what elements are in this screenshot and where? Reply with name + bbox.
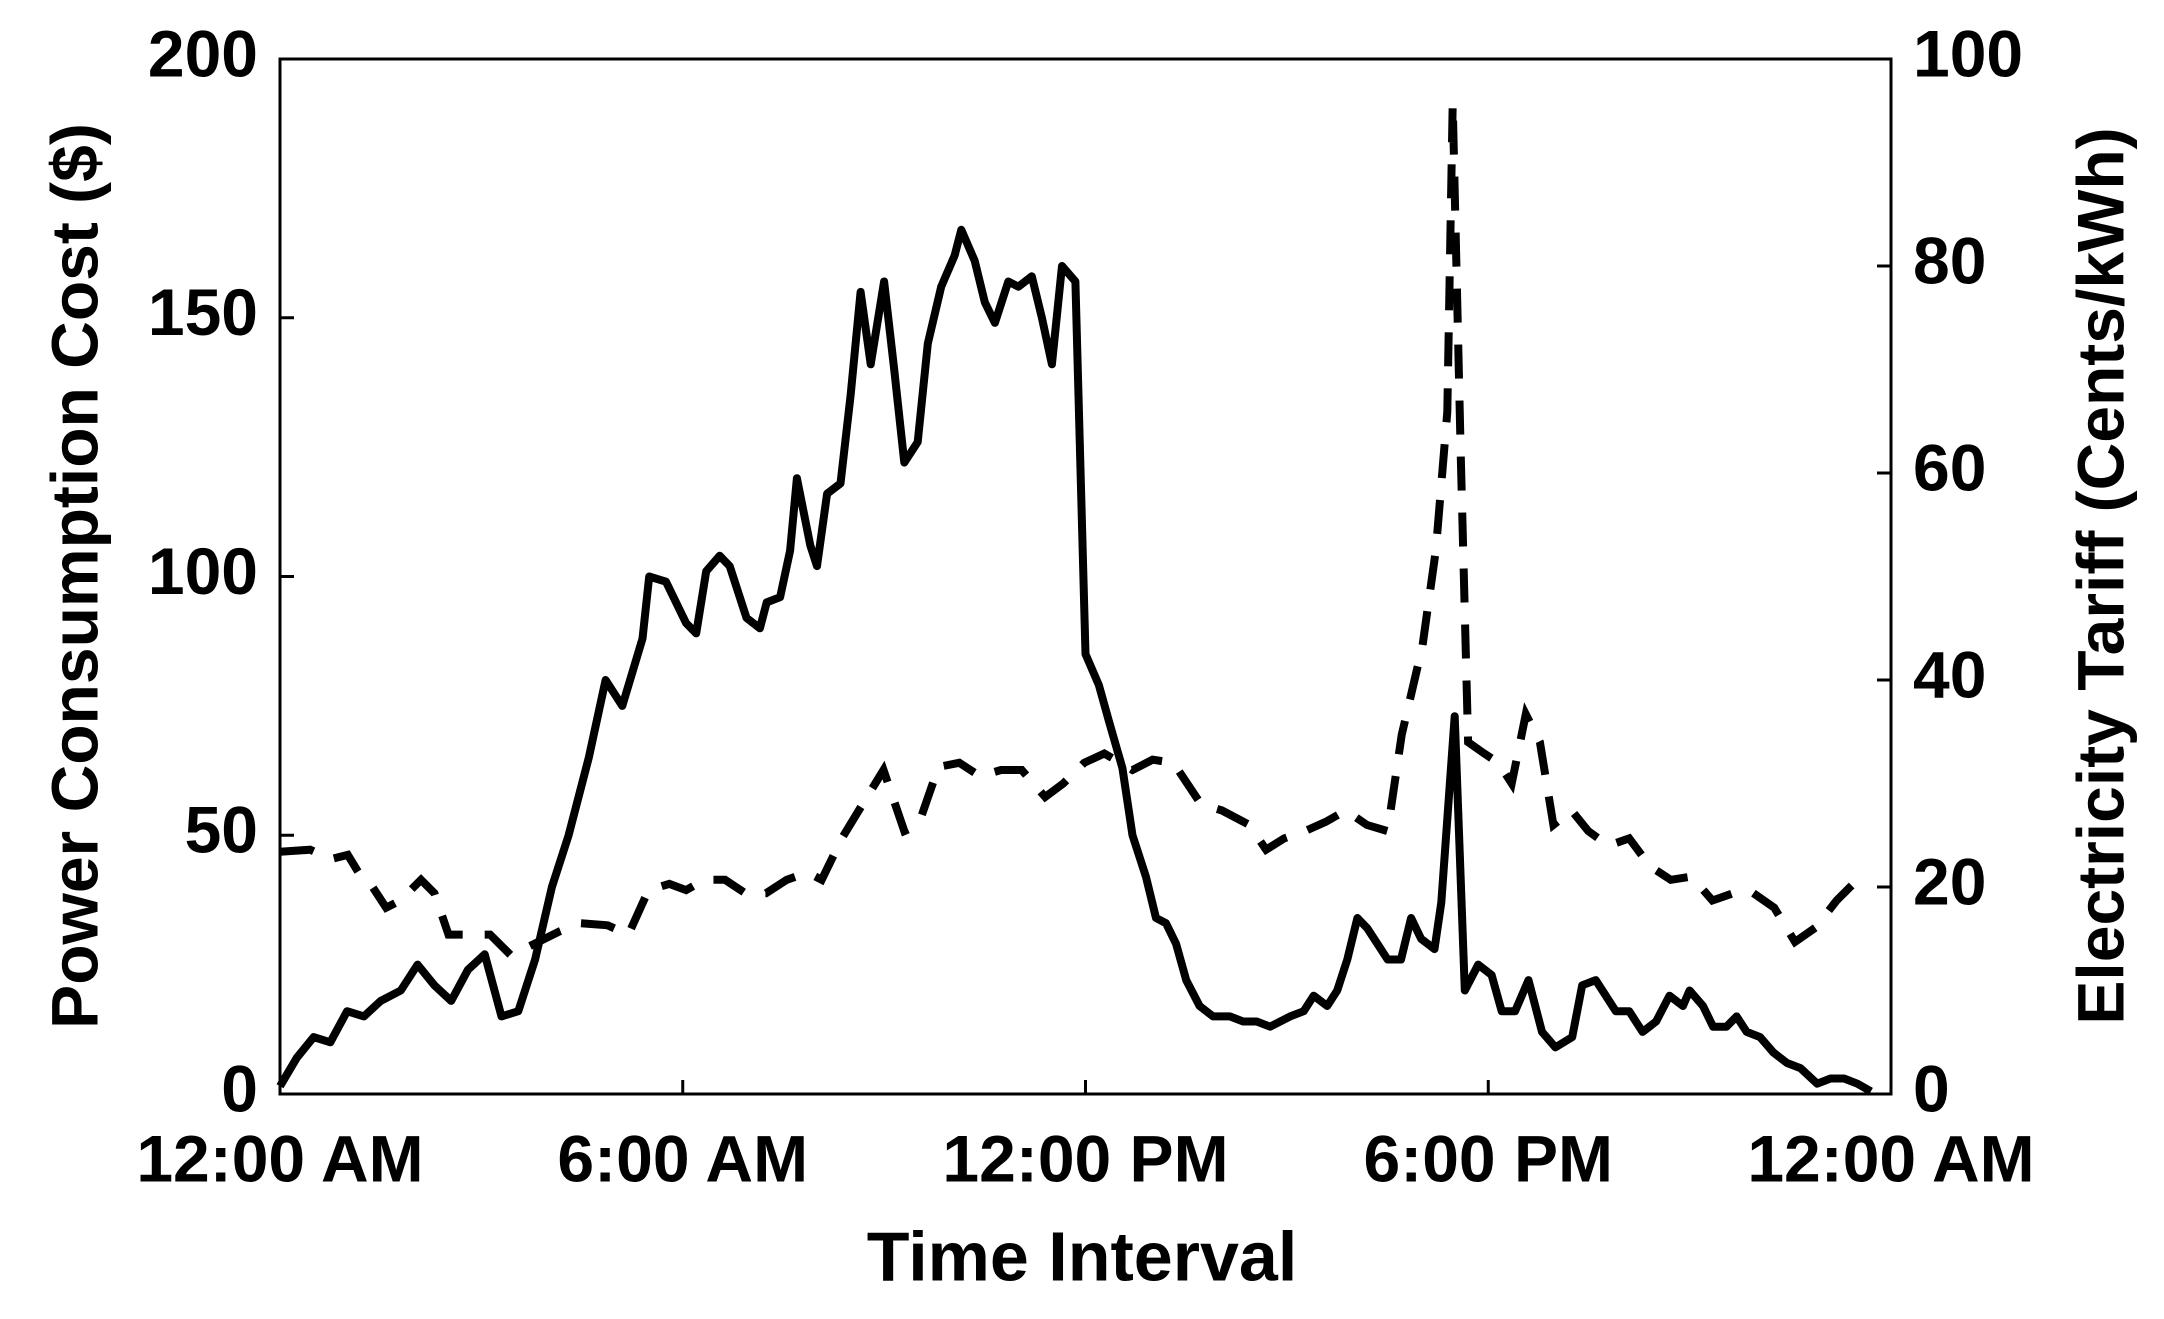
y-tick-label: 100 xyxy=(148,534,258,608)
x-axis-title: Time Interval xyxy=(867,1217,1298,1295)
data-line xyxy=(276,225,1873,1095)
y2-axis-title: Electricity Tariff (Cents/kWh) xyxy=(2063,127,2137,1024)
y2-tick-label: 80 xyxy=(1913,223,1986,297)
x-tick-label: 6:00 AM xyxy=(557,1121,808,1195)
x-tick-label: 12:00 AM xyxy=(1747,1121,2034,1195)
y-tick-label: 0 xyxy=(221,1051,258,1125)
x-tick-label: 6:00 PM xyxy=(1364,1121,1613,1195)
plot-frame xyxy=(278,57,1893,1096)
x-tick-label: 12:00 AM xyxy=(136,1121,423,1195)
y-tick-label: 200 xyxy=(148,16,258,90)
y2-tick-label: 40 xyxy=(1913,637,1986,711)
y2-tick-label: 0 xyxy=(1913,1051,1950,1125)
data-line xyxy=(279,103,1861,961)
y2-tick-label: 100 xyxy=(1913,16,2023,90)
y-axis-title: Power Consumption Cost ($) xyxy=(37,123,111,1029)
y-tick-label: 150 xyxy=(148,275,258,349)
y-tick-label: 50 xyxy=(185,793,258,867)
x-tick-label: 12:00 PM xyxy=(942,1121,1228,1195)
y2-tick-label: 60 xyxy=(1913,430,1986,504)
y2-tick-label: 20 xyxy=(1913,844,1986,918)
